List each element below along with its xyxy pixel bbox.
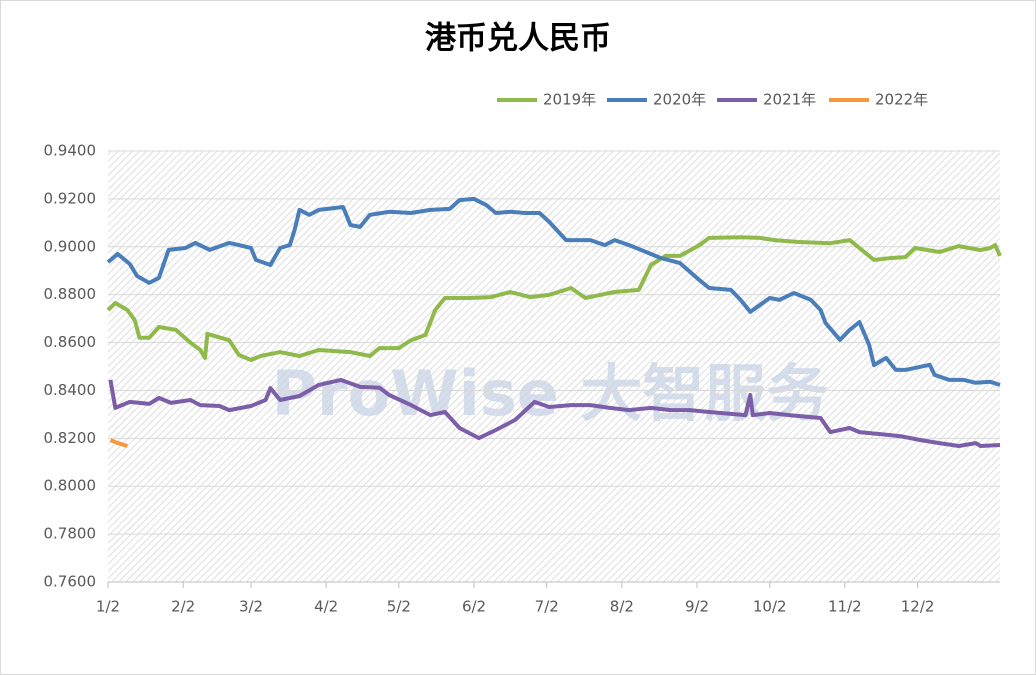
- legend-label: 2022年: [875, 91, 928, 109]
- legend-label: 2021年: [763, 91, 816, 109]
- y-tick-label: 0.8000: [44, 477, 97, 495]
- x-tick-label: 6/2: [462, 598, 486, 616]
- y-tick-label: 0.8800: [44, 285, 97, 303]
- series-line: [108, 377, 1001, 448]
- series-line: [106, 235, 1002, 362]
- y-tick-label: 0.7800: [44, 525, 97, 543]
- plot-area: [108, 151, 1000, 582]
- x-tick-label: 7/2: [535, 598, 559, 616]
- x-tick-label: 11/2: [828, 598, 862, 616]
- x-tick-label: 12/2: [901, 598, 935, 616]
- chart-title: 港币兑人民币: [425, 21, 611, 57]
- y-tick-label: 0.9000: [44, 237, 97, 255]
- y-tick-label: 0.9200: [44, 189, 97, 207]
- x-tick-label: 2/2: [171, 598, 195, 616]
- series-line: [106, 196, 1001, 387]
- y-tick-label: 0.7600: [44, 573, 97, 591]
- watermark: ProWise 大智服务: [272, 357, 829, 430]
- x-tick-label: 4/2: [314, 598, 338, 616]
- y-tick-label: 0.8400: [44, 381, 97, 399]
- x-tick-label: 9/2: [685, 598, 709, 616]
- x-tick-label: 1/2: [96, 598, 120, 616]
- y-tick-label: 0.8600: [44, 333, 97, 351]
- y-tick-label: 0.8200: [44, 429, 97, 447]
- series-line: [109, 438, 128, 448]
- x-tick-label: 10/2: [753, 598, 787, 616]
- x-tick-label: 5/2: [387, 598, 411, 616]
- y-tick-label: 0.9400: [44, 142, 97, 160]
- x-tick-label: 3/2: [239, 598, 263, 616]
- legend-label: 2019年: [543, 91, 596, 109]
- legend-label: 2020年: [653, 91, 706, 109]
- x-tick-label: 8/2: [610, 598, 634, 616]
